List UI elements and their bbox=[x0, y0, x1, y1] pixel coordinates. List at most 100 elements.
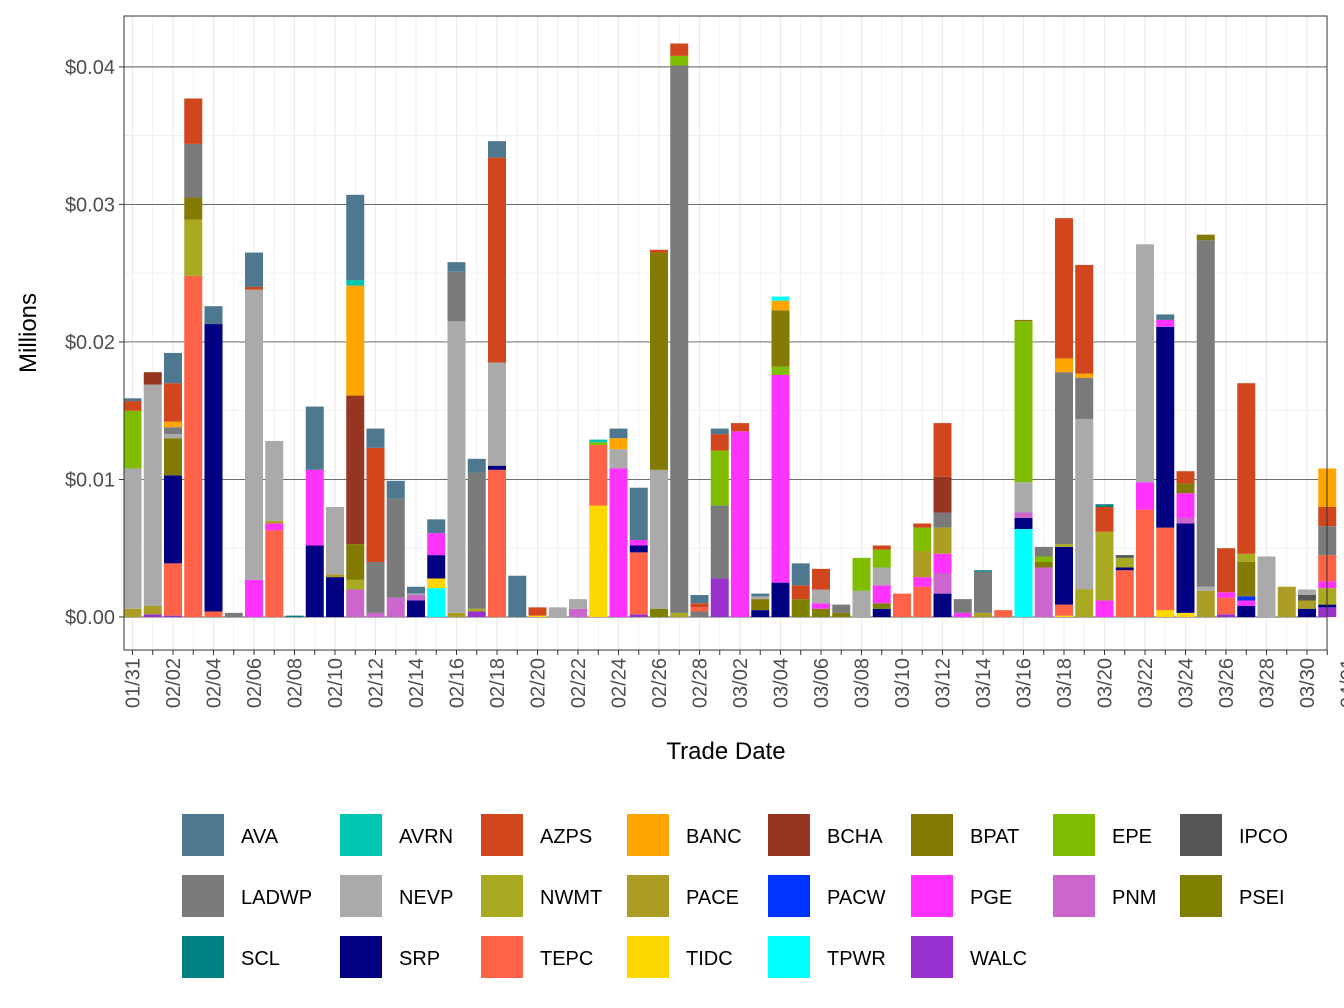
bar-segment-bpat bbox=[1034, 561, 1053, 568]
bar-segment-bpat bbox=[1014, 319, 1033, 322]
bar-stack bbox=[245, 252, 263, 617]
bar-stack bbox=[123, 398, 142, 617]
bar-stack bbox=[751, 593, 770, 617]
bar-segment-pge bbox=[245, 579, 263, 617]
x-tick-label: 03/18 bbox=[1054, 658, 1076, 708]
bar-segment-ava bbox=[346, 194, 365, 281]
bar-segment-nevp bbox=[1014, 482, 1033, 513]
bar-segment-nwmt bbox=[1055, 544, 1073, 547]
bar-segment-nevp bbox=[812, 589, 830, 604]
bar-segment-nevp bbox=[548, 607, 567, 617]
x-tick-label: 03/08 bbox=[852, 658, 874, 708]
x-axis: 01/31 02/02 02/04 02/06 02/08 02/10 02/12 02/14… bbox=[123, 650, 1344, 708]
legend-swatch bbox=[911, 814, 953, 856]
bar-segment-ava bbox=[751, 593, 770, 597]
legend-item-pge: PGE bbox=[911, 875, 1012, 917]
legend-item-tidc: TIDC bbox=[627, 936, 733, 978]
x-tick-label: 02/16 bbox=[447, 658, 469, 708]
bar-segment-nwmt bbox=[184, 219, 203, 276]
legend-swatch bbox=[911, 936, 953, 978]
bar-segment-pge bbox=[953, 612, 972, 617]
bar-segment-ava bbox=[164, 352, 182, 384]
bar-stack bbox=[1014, 319, 1033, 617]
x-tick-label: 03/10 bbox=[892, 658, 914, 708]
bar-segment-srp bbox=[1055, 546, 1073, 605]
legend-label: WALC bbox=[970, 948, 1027, 970]
bar-segment-nevp bbox=[650, 469, 668, 609]
legend-item-bcha: BCHA bbox=[768, 814, 883, 856]
bar-segment-pace bbox=[123, 608, 142, 617]
x-tick-label: 02/14 bbox=[406, 658, 428, 708]
y-axis-label: Millions bbox=[15, 293, 42, 373]
bar-segment-pge bbox=[1217, 592, 1235, 598]
bar-segment-azps bbox=[1176, 471, 1195, 484]
legend-swatch bbox=[911, 875, 953, 917]
bar-segment-epe bbox=[670, 55, 689, 66]
bar-stack bbox=[346, 194, 365, 617]
bar-segment-nevp bbox=[143, 384, 162, 606]
legend-item-walc: WALC bbox=[911, 936, 1027, 978]
bar-segment-pace bbox=[1277, 586, 1296, 617]
legend-item-avrn: AVRN bbox=[340, 814, 453, 856]
bar-segment-ava bbox=[791, 563, 810, 586]
bar-stack bbox=[893, 593, 911, 617]
bar-segment-nevp bbox=[751, 596, 770, 600]
bar-segment-azps bbox=[731, 423, 749, 432]
bar-segment-banc bbox=[346, 285, 365, 396]
legend-label: BCHA bbox=[827, 826, 883, 848]
bar-segment-bpat bbox=[1237, 561, 1256, 597]
y-axis: $0.00 $0.01 $0.02 $0.03 $0.04 bbox=[65, 57, 124, 629]
bar-segment-bpat bbox=[1176, 483, 1195, 494]
bar-segment-azps bbox=[1055, 218, 1073, 359]
bar-stack bbox=[1075, 264, 1094, 617]
bar-segment-azps bbox=[164, 383, 182, 422]
bar-segment-pnm bbox=[933, 572, 952, 594]
bar-segment-srp bbox=[751, 610, 770, 617]
bar-segment-banc bbox=[771, 300, 790, 311]
legend-label: PNM bbox=[1112, 887, 1156, 909]
bar-segment-pnm bbox=[1014, 512, 1033, 518]
x-tick-label: 03/28 bbox=[1257, 658, 1279, 708]
legend-label: PACW bbox=[827, 887, 886, 909]
bar-segment-nwmt bbox=[1115, 557, 1134, 568]
bar-stack bbox=[1257, 556, 1276, 617]
x-tick-label: 02/22 bbox=[568, 658, 590, 708]
bar-segment-nevp bbox=[1136, 244, 1154, 483]
bar-segment-avrn bbox=[346, 280, 365, 286]
legend-item-pace: PACE bbox=[627, 875, 739, 917]
bar-segment-banc bbox=[1075, 373, 1094, 378]
bar-segment-bpat bbox=[1196, 234, 1215, 241]
bar-segment-srp bbox=[1298, 608, 1316, 617]
bar-segment-tepc bbox=[265, 530, 284, 617]
legend-swatch bbox=[1053, 814, 1095, 856]
bar-segment-epe bbox=[771, 366, 790, 375]
bar-stack bbox=[1055, 218, 1073, 617]
x-tick-label: 02/26 bbox=[649, 658, 671, 708]
bar-segment-nevp bbox=[1257, 556, 1276, 617]
bar-segment-srp bbox=[164, 475, 182, 564]
bar-segment-azps bbox=[913, 523, 932, 528]
bar-segment-nevp bbox=[164, 434, 182, 439]
bar-stack bbox=[1277, 586, 1296, 617]
bar-segment-azps bbox=[1095, 506, 1114, 532]
bar-stack bbox=[407, 586, 425, 617]
bar-segment-epe bbox=[589, 442, 608, 446]
panel-border bbox=[123, 15, 1328, 651]
bar-segment-scl bbox=[285, 615, 304, 617]
bar-segment-ladwp bbox=[710, 505, 729, 579]
legend-swatch bbox=[182, 875, 224, 917]
bar-stack bbox=[629, 487, 648, 617]
bar-segment-azps bbox=[184, 98, 203, 144]
bar-segment-ava bbox=[305, 406, 324, 470]
bar-segment-srp bbox=[427, 555, 446, 579]
bar-segment-srp bbox=[326, 577, 344, 617]
y-tick-label: $0.01 bbox=[65, 469, 115, 491]
bar-segment-ladwp bbox=[386, 498, 405, 598]
legend-swatch bbox=[340, 936, 382, 978]
legend-swatch bbox=[182, 814, 224, 856]
x-tick-label: 03/02 bbox=[730, 658, 752, 708]
bar-segment-nevp bbox=[1075, 418, 1094, 590]
bar-segment-ava bbox=[366, 428, 385, 448]
bar-segment-pace bbox=[933, 527, 952, 554]
legend-label: SRP bbox=[399, 948, 440, 970]
